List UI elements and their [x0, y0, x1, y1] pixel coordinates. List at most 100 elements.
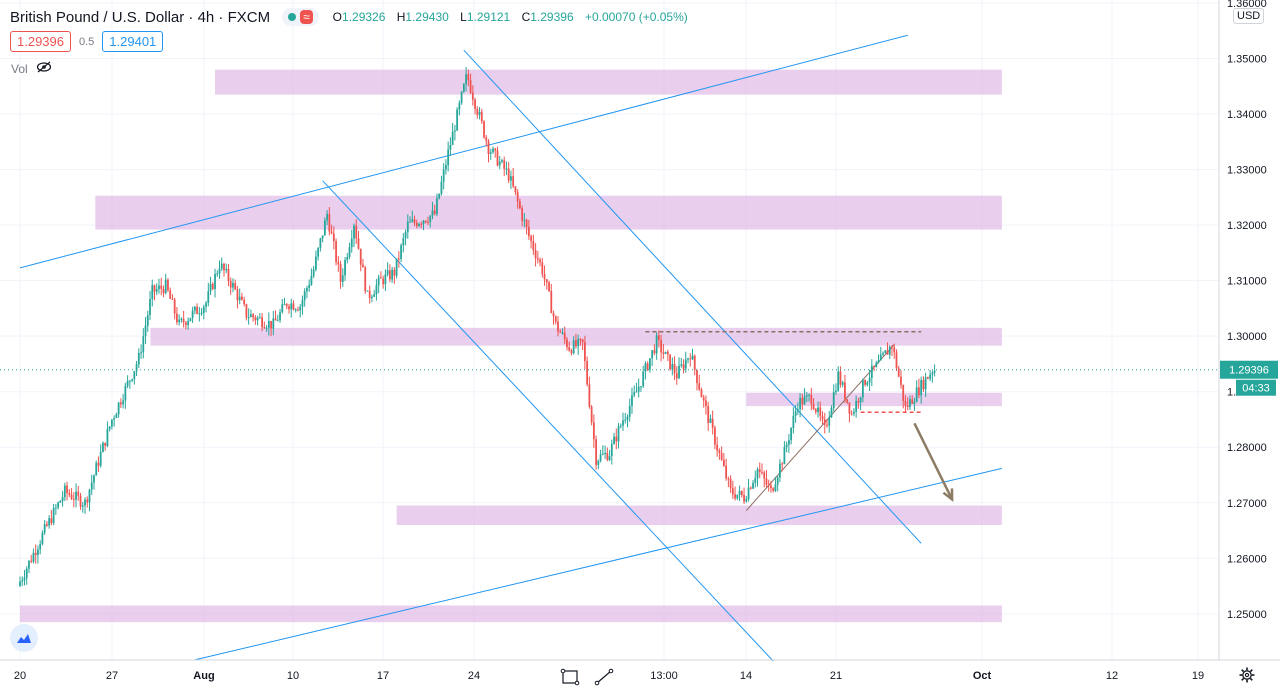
candle-body [265, 327, 268, 329]
candle-body [59, 500, 62, 503]
open-label: O [332, 10, 343, 24]
candle-body [397, 258, 400, 260]
candle-body [545, 279, 548, 283]
candle-body [406, 221, 409, 233]
candle-body [61, 497, 64, 501]
descending-line-b[interactable] [322, 180, 774, 662]
rectangle-tool-icon[interactable] [558, 667, 582, 687]
candle-body [707, 406, 710, 423]
candle-body [781, 463, 784, 465]
x-tick-label: Aug [193, 670, 214, 682]
low-label: L [460, 10, 467, 24]
candle-body [920, 380, 923, 396]
candle-body [323, 220, 326, 236]
candle-body [926, 377, 929, 379]
candle-body [43, 524, 46, 533]
candle-body [745, 498, 748, 502]
gear-icon[interactable] [1236, 664, 1258, 686]
candle-body [415, 222, 418, 227]
candle-body [568, 347, 571, 351]
candle-body [882, 353, 884, 355]
forecast-arrow-shaft[interactable] [913, 422, 954, 500]
candle-body [631, 395, 633, 406]
time-axis[interactable]: 20 27 Aug 10 17 24 13:00 14 21 Oct 12 19 [0, 659, 1280, 682]
drawing-tools [558, 667, 616, 687]
candle-body [438, 193, 441, 199]
buy-button[interactable]: 1.29401 [102, 31, 164, 52]
candle-body [270, 320, 272, 329]
trendline-tool-icon[interactable] [592, 667, 616, 687]
candle-body [830, 408, 833, 418]
candle-body [669, 354, 671, 370]
candle-body [823, 419, 826, 425]
lower-channel-line[interactable] [194, 467, 1002, 661]
candle-body [893, 347, 896, 353]
candle-body [442, 169, 445, 182]
candle-body [478, 111, 481, 115]
candle-body [216, 273, 219, 275]
candle-body [521, 208, 524, 221]
candle-body [285, 304, 288, 307]
candle-body [234, 282, 237, 290]
candle-body [485, 137, 488, 142]
market-status[interactable]: ≈ [282, 8, 319, 26]
symbol-title[interactable]: British Pound / U.S. Dollar · 4h · FXCM [10, 8, 271, 26]
last-price-label: 1.29396 [1229, 365, 1269, 377]
candle-body [359, 248, 362, 265]
candle-body [754, 478, 757, 483]
candle-body [447, 149, 450, 166]
candle-body [633, 392, 636, 396]
price-axis[interactable]: 1.36000 1.35000 1.34000 1.33000 1.32000 1.310… [1218, 0, 1267, 660]
candle-body [249, 314, 252, 317]
candle-body [344, 260, 346, 276]
low-value: 1.29121 [466, 10, 511, 24]
y-tick-label: 1.34000 [1227, 109, 1267, 121]
candle-body [155, 289, 158, 292]
tradingview-cloud-icon[interactable] [10, 624, 38, 652]
candle-body [480, 111, 483, 122]
candle-body [81, 505, 84, 507]
candle-body [716, 444, 719, 451]
candle-body [456, 109, 459, 131]
candle-body [297, 309, 299, 311]
candle-body [57, 502, 60, 508]
candle-body [160, 285, 163, 289]
sell-button[interactable]: 1.29396 [10, 31, 71, 52]
candle-body [595, 439, 598, 465]
candle-body [169, 290, 172, 299]
candle-body [765, 478, 768, 485]
candle-body [445, 165, 447, 170]
currency-badge[interactable]: USD [1233, 8, 1265, 24]
candle-body [254, 317, 257, 321]
candle-body [133, 371, 136, 380]
candle-body [427, 222, 429, 224]
candle-body [859, 397, 862, 403]
candle-body [41, 532, 44, 544]
candle-body [740, 490, 743, 496]
candle-body [25, 568, 28, 578]
candle-body [19, 581, 21, 587]
descending-line-a[interactable] [463, 49, 922, 544]
candle-body [608, 456, 611, 461]
candle-body [171, 298, 174, 300]
eye-off-icon[interactable] [36, 61, 52, 76]
candle-body [84, 499, 86, 506]
candle-body [785, 444, 788, 448]
candle-body [626, 416, 629, 420]
candle-body [362, 264, 364, 268]
spread-value: 0.5 [79, 35, 95, 48]
candle-body [624, 419, 627, 421]
candle-body [218, 268, 221, 274]
candle-body [245, 304, 248, 318]
candles [19, 67, 936, 588]
candle-body [131, 379, 133, 381]
candle-body [312, 269, 315, 277]
candle-body [241, 296, 243, 300]
upper-channel-line[interactable] [19, 34, 908, 269]
candle-body [409, 221, 411, 223]
candle-body [837, 371, 840, 391]
candle-body [861, 379, 864, 398]
candle-body [37, 549, 39, 556]
candle-body [404, 232, 407, 239]
